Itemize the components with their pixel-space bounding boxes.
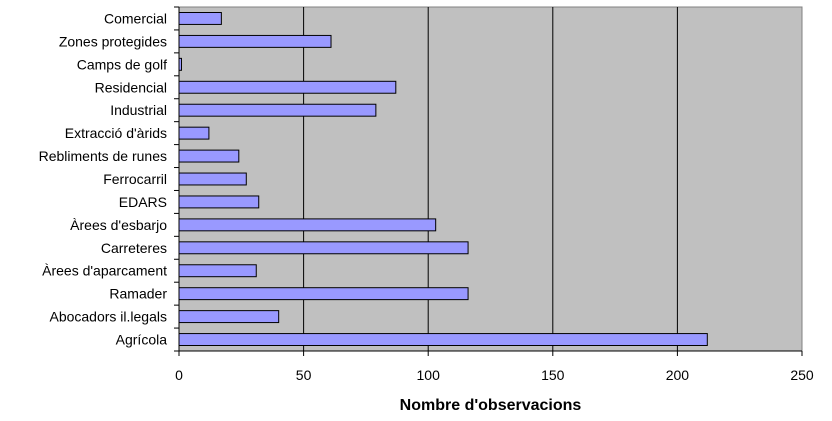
category-label: Ramader	[109, 286, 167, 302]
x-tick-label: 200	[666, 367, 690, 383]
bar	[178, 195, 260, 209]
x-tick-label: 50	[296, 367, 312, 383]
bar	[178, 149, 240, 163]
bar	[178, 172, 247, 186]
bar	[178, 103, 377, 117]
category-label: EDARS	[119, 194, 167, 210]
bar	[178, 310, 280, 324]
x-tick-label: 150	[541, 367, 565, 383]
category-label: Rebliments de runes	[39, 148, 167, 164]
category-label: Camps de golf	[77, 56, 167, 72]
x-tick-labels: 0 50 100 150 200 250	[175, 367, 814, 383]
category-labels: Comercial Zones protegides Camps de golf Re…	[39, 10, 168, 347]
bar	[178, 287, 469, 301]
category-label: Abocadors il.legals	[49, 309, 167, 325]
bar	[178, 57, 182, 71]
bar	[178, 126, 210, 140]
x-tick-label: 250	[790, 367, 814, 383]
category-label: Comercial	[104, 10, 167, 26]
bars	[178, 12, 708, 346]
bar	[178, 218, 437, 232]
category-label: Agrícola	[116, 332, 168, 348]
bar	[178, 241, 469, 255]
bar	[178, 12, 222, 25]
bar	[178, 34, 332, 48]
category-label: Zones protegides	[59, 33, 167, 49]
x-tick-label: 0	[175, 367, 183, 383]
category-label: Ferrocarril	[103, 171, 167, 187]
category-label: Àrees d'esbarjo	[70, 217, 167, 233]
x-axis-title: Nombre d'observacions	[400, 397, 582, 414]
category-label: Extracció d'àrids	[65, 125, 167, 141]
category-label: Industrial	[110, 102, 167, 118]
category-label: Residencial	[95, 79, 167, 95]
category-label: Carreteres	[101, 240, 167, 256]
bar	[178, 80, 397, 94]
bar	[178, 333, 708, 346]
x-tick-label: 100	[417, 367, 441, 383]
category-label: Àrees d'aparcament	[42, 263, 167, 279]
bar	[178, 264, 257, 278]
